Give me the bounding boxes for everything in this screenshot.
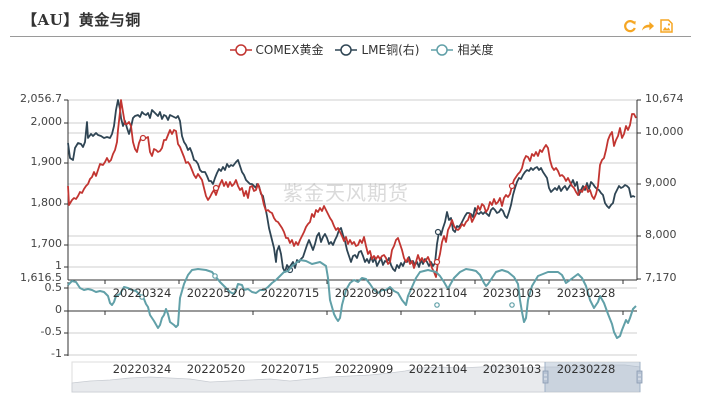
- x-axis-tick: 20221104: [408, 362, 468, 376]
- right-axis-tick: 10,000: [645, 125, 684, 138]
- corr-axis-tick: -1: [51, 347, 62, 360]
- save-image-icon[interactable]: [659, 19, 673, 33]
- datazoom-handle-right[interactable]: [636, 362, 643, 392]
- x-axis-tick: 20230103: [482, 286, 542, 300]
- x-axis-tick: 20221104: [408, 286, 468, 300]
- legend-item-comex-gold[interactable]: COMEX黄金: [229, 41, 324, 58]
- refresh-icon[interactable]: [623, 19, 637, 33]
- legend-label: COMEX黄金: [255, 43, 324, 57]
- main-gridlines: [68, 99, 637, 268]
- x-axis-tick: 20220520: [186, 362, 246, 376]
- chart-legend: COMEX黄金 LME铜(右) 相关度: [10, 41, 703, 58]
- x-axis-tick: 20220324: [112, 362, 172, 376]
- x-axis-tick: 20220324: [112, 286, 172, 300]
- x-axis-tick: 20230103: [482, 362, 542, 376]
- legend-line-circle-icon: [229, 43, 252, 56]
- left-axis-tick: 1: [55, 259, 62, 272]
- right-axis-tick: 9,000: [645, 176, 677, 189]
- right-axis-tick: 8,000: [645, 228, 677, 241]
- series-lme-copper: [67, 99, 636, 273]
- chart-toolbar: [623, 19, 673, 33]
- corr-axis-tick: 0.5: [44, 281, 63, 294]
- right-axis-tick: 7,170: [645, 271, 677, 284]
- legend-label: 相关度: [457, 43, 494, 57]
- legend-line-circle-icon: [335, 43, 358, 56]
- x-axis-tick: 20230228: [556, 362, 616, 376]
- chart-title: 【AU】黄金与铜: [22, 11, 141, 29]
- left-axis-tick: 2,000: [30, 115, 63, 128]
- left-axis-tick: 1,616.5: [20, 271, 62, 284]
- x-axis-tick: 20220715: [260, 362, 320, 376]
- left-axis-tick: 2,056.7: [20, 92, 62, 105]
- legend-item-correlation[interactable]: 相关度: [431, 41, 494, 58]
- series-comex-gold: [67, 99, 637, 278]
- title-divider: [10, 36, 691, 37]
- share-icon[interactable]: [641, 19, 655, 33]
- right-axis-tick: 10,674: [645, 92, 684, 105]
- left-axis-tick: 1,800: [30, 196, 63, 209]
- corr-axis-tick: 0: [55, 303, 62, 316]
- x-axis-tick: 20230228: [556, 286, 616, 300]
- series-correlation: [67, 259, 637, 339]
- datazoom-handle-left[interactable]: [542, 362, 549, 392]
- left-axis-tick: 1,900: [30, 155, 63, 168]
- x-axis-tick: 20220520: [186, 286, 246, 300]
- x-axis-tick: 20220909: [334, 286, 394, 300]
- x-axis-tick: 20220909: [334, 362, 394, 376]
- x-axis-tick: 20220715: [260, 286, 320, 300]
- legend-label: LME铜(右): [361, 43, 420, 57]
- left-axis-tick: 1,700: [30, 237, 63, 250]
- legend-line-circle-icon: [431, 43, 454, 56]
- corr-axis-tick: -0.5: [40, 325, 62, 338]
- datazoom-selected-range[interactable]: [545, 362, 640, 392]
- legend-item-lme-copper[interactable]: LME铜(右): [335, 41, 419, 58]
